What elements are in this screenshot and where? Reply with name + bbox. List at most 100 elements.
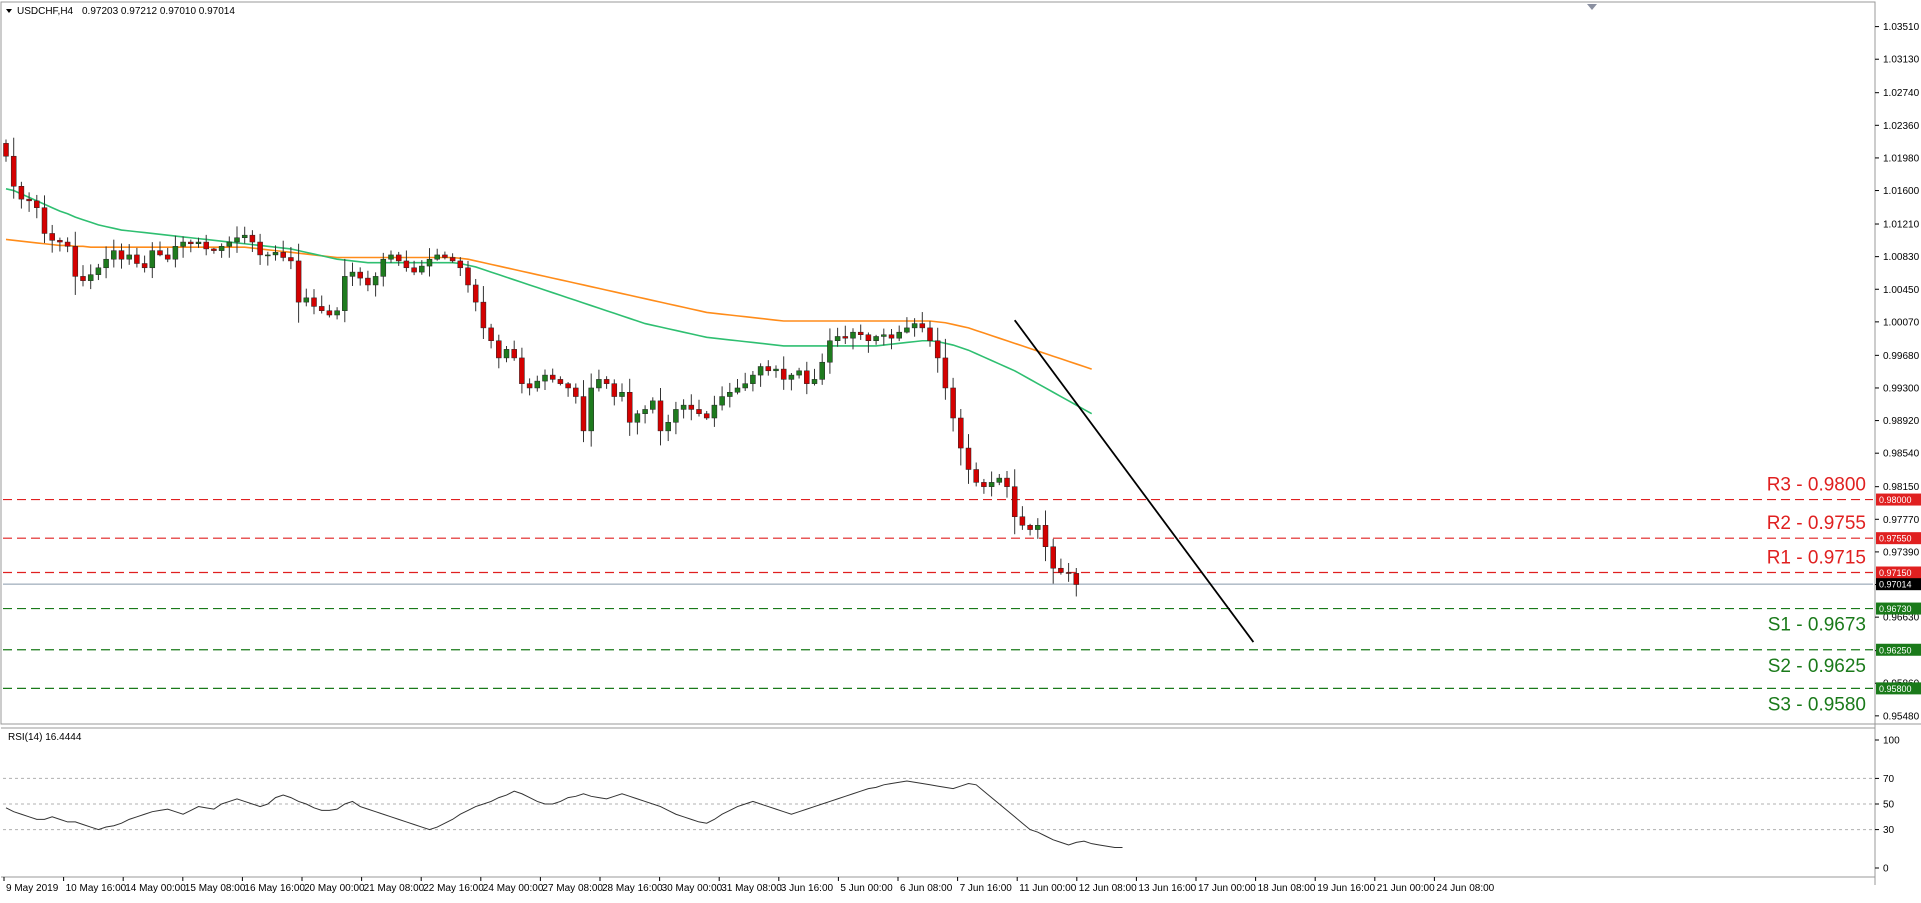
candle [357, 267, 363, 286]
candle [1027, 523, 1033, 536]
candle-body [788, 374, 795, 380]
candle [657, 387, 664, 446]
time-tick-label: 31 May 08:00 [721, 883, 782, 894]
support-price-tag [1876, 602, 1921, 615]
candle-body [472, 284, 479, 303]
resistance-price-tag-label: 0.97550 [1879, 534, 1912, 544]
candle-body [1027, 525, 1033, 530]
candle [1050, 538, 1056, 584]
candle-body [1058, 567, 1064, 573]
candle [365, 270, 371, 292]
candle [318, 295, 325, 314]
time-tick-label: 21 Jun 00:00 [1377, 883, 1435, 894]
time-tick-label: 9 May 2019 [6, 883, 59, 894]
candle [249, 230, 256, 253]
candle-body [696, 409, 702, 414]
candle [288, 246, 294, 270]
candle-body [1073, 573, 1080, 585]
candle [403, 250, 410, 272]
candle-body [580, 396, 587, 432]
candle-body [457, 260, 464, 269]
candle-body [295, 260, 302, 303]
candle [696, 399, 702, 417]
candle [1035, 518, 1041, 539]
candle-body [1004, 477, 1010, 487]
fast-moving-average-line [5, 188, 1093, 415]
candle [326, 304, 333, 318]
candle-body [395, 254, 402, 262]
price-tick-label: 0.96630 [1883, 613, 1920, 624]
candle-body [1011, 486, 1018, 517]
candle [703, 410, 710, 420]
candle-body [342, 276, 348, 311]
candle-body [203, 241, 209, 250]
current-price-tag [1876, 578, 1921, 591]
candle [503, 345, 510, 363]
level-lines [3, 498, 1873, 689]
candle-body [549, 374, 556, 380]
candle-body [111, 250, 117, 260]
candle [26, 192, 32, 212]
candle [395, 251, 402, 266]
candle-body [141, 263, 148, 269]
time-tick-label: 6 Jun 08:00 [900, 883, 953, 894]
candle [611, 379, 618, 406]
candle-body [950, 387, 956, 419]
candle-body [934, 340, 941, 359]
candle [911, 318, 918, 337]
candle [650, 397, 656, 414]
candle-body [819, 361, 825, 380]
candle-body [865, 334, 872, 342]
candle [118, 243, 125, 269]
candle [519, 347, 525, 394]
candle-body [380, 258, 387, 277]
candle [688, 394, 695, 421]
price-tick-label: 0.98540 [1883, 449, 1920, 460]
candle [827, 328, 833, 374]
candle [981, 478, 987, 494]
candle [218, 243, 225, 258]
candle-body [857, 331, 864, 335]
candle [626, 378, 633, 436]
candle-body [480, 301, 487, 329]
chart-symbol-title: USDCHF,H4 [17, 6, 74, 17]
candle-body [911, 323, 918, 329]
candle [773, 365, 779, 378]
slow-moving-average-line [5, 238, 1092, 370]
candle-body [164, 254, 171, 260]
candle-body [1019, 516, 1026, 526]
resistance-level-label: R1 - 0.9715 [1767, 548, 1866, 569]
candle-body [981, 482, 987, 487]
time-tick-label: 15 May 08:00 [185, 883, 246, 894]
candle-body [881, 334, 887, 337]
candle-body [973, 469, 979, 483]
candle-body [919, 323, 926, 329]
candle [850, 328, 856, 350]
candle [950, 377, 956, 432]
rsi-tick-label: 100 [1883, 736, 1900, 747]
candle-body [349, 271, 356, 277]
candle [87, 264, 94, 290]
symbol-menu-triangle-icon[interactable] [6, 9, 12, 13]
window-scroll-marker-icon[interactable] [1587, 4, 1597, 10]
candle [1058, 558, 1064, 575]
candle-body [26, 198, 32, 202]
candle [1042, 510, 1049, 562]
candle-body [665, 422, 671, 432]
rsi-line [5, 780, 1123, 849]
candle-body [896, 331, 902, 339]
price-tick-label: 0.97770 [1883, 515, 1920, 526]
time-tick-label: 24 Jun 08:00 [1436, 883, 1494, 894]
candle-body [388, 254, 394, 260]
candle-body [750, 374, 756, 384]
candle [134, 247, 140, 268]
candle-body [272, 252, 279, 256]
candle [665, 414, 671, 442]
candle [511, 340, 517, 361]
downtrend-line[interactable] [1013, 319, 1255, 643]
rsi-title: RSI(14) 16.4444 [8, 732, 82, 743]
candle [380, 252, 387, 287]
level-labels: R3 - 0.9800 R2 - 0.9755 R1 - 0.9715 S1 - 0.… [1767, 475, 1866, 716]
price-tick-label: 1.01600 [1883, 186, 1920, 197]
